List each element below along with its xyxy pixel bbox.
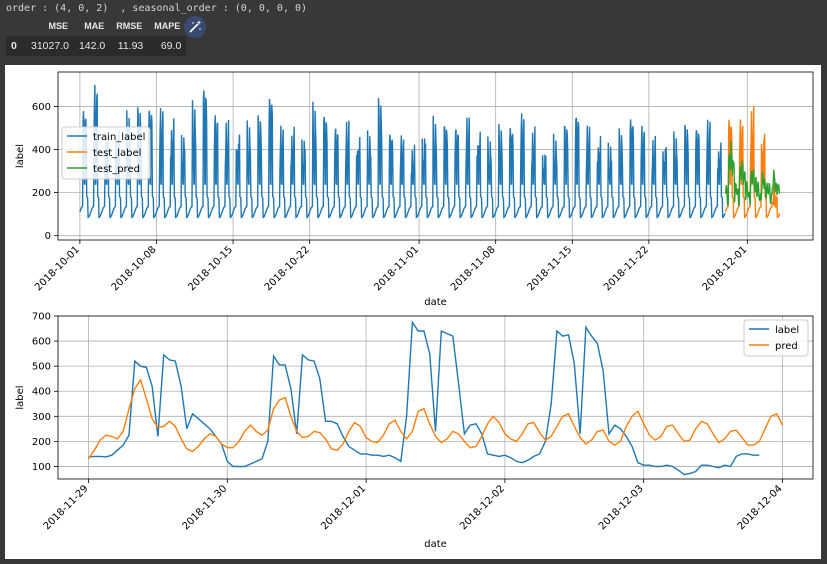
y-tick-label: 100 [32, 462, 51, 473]
x-tick-label: 2018-11-08 [449, 244, 498, 293]
x-tick-label: 2018-11-15 [526, 244, 575, 293]
plot-frame [57, 315, 814, 480]
legend: train_label test_label test_pred [61, 126, 151, 180]
legend-label: label [775, 325, 799, 336]
cell-output-text: order : (4, 0, 2) , seasonal_order : (0,… [6, 3, 308, 14]
x-tick-label: 2018-12-01 [701, 244, 750, 293]
legend-box [61, 126, 151, 180]
cell-rmse: 11.93 [110, 36, 149, 56]
header-mae: MAE [84, 21, 105, 31]
y-tick-label: 0 [45, 231, 51, 242]
y-tick-label: 300 [32, 412, 51, 423]
index-header [6, 18, 26, 36]
row-index: 0 [6, 36, 26, 56]
legend-label: train_label [93, 132, 145, 143]
cell-mae: 142.0 [73, 36, 111, 56]
metrics-header-row: MSE MAE RMSE MAPE [6, 18, 186, 36]
y-tick-label: 200 [32, 188, 51, 199]
y-tick-label: 400 [32, 145, 51, 156]
series-line-pred [87, 378, 784, 460]
y-tick-label: 600 [32, 337, 51, 348]
x-tick-label: 2018-12-04 [736, 483, 785, 532]
legend-label: test_label [93, 148, 141, 159]
x-axis-label: date [424, 539, 447, 550]
plot-frame [57, 71, 814, 241]
header-rmse: RMSE [116, 21, 143, 31]
cell-mse: 31027.0 [26, 36, 74, 56]
x-tick-label: 2018-10-08 [110, 244, 159, 293]
x-tick-label: 2018-11-01 [372, 244, 421, 293]
y-tick-label: 200 [32, 437, 51, 448]
x-axis-label: date [424, 297, 447, 308]
header-mse: MSE [48, 21, 68, 31]
chart-1: 2018-10-01 2018-10-08 2018-10-15 2018-10-22… [15, 71, 814, 308]
chart-2: 2018-11-29 2018-11-30 2018-12-01 2018-12-02… [15, 312, 814, 550]
legend-label: pred [775, 341, 798, 352]
header-mape: MAPE [154, 21, 181, 31]
series-line-test_pred [724, 140, 781, 207]
y-tick-label: 700 [32, 312, 51, 323]
x-tick-label: 2018-10-01 [33, 244, 82, 293]
figure-svg: 2018-10-01 2018-10-08 2018-10-15 2018-10-22… [15, 71, 814, 550]
x-tick-label: 2018-10-22 [263, 244, 312, 293]
metrics-row: 0 31027.0 142.0 11.93 69.0 [6, 36, 187, 56]
y-tick-label: 500 [32, 362, 51, 373]
y-axis-label: label [15, 144, 26, 168]
legend-label: test_pred [93, 164, 140, 175]
y-tick-label: 600 [32, 102, 51, 113]
x-tick-label: 2018-10-15 [186, 244, 235, 293]
x-tick-label: 2018-12-01 [319, 483, 368, 532]
x-tick-label: 2018-12-03 [597, 483, 646, 532]
legend: label pred [743, 319, 809, 357]
x-tick-label: 2018-12-02 [458, 483, 507, 532]
x-tick-label: 2018-11-29 [42, 483, 91, 532]
x-tick-label: 2018-11-22 [602, 244, 651, 293]
series-line-train_label [79, 84, 726, 219]
series-line-label [88, 320, 760, 476]
x-tick-label: 2018-11-30 [181, 483, 230, 532]
y-axis-label: label [15, 385, 26, 409]
series-line-test_label [724, 106, 781, 219]
figure: 2018-10-01 2018-10-08 2018-10-15 2018-10-22… [5, 65, 821, 559]
magic-wand-icon [189, 20, 202, 33]
y-tick-label: 400 [32, 387, 51, 398]
cell-mape: 69.0 [148, 36, 187, 56]
metrics-table: MSE MAE RMSE MAPE 0 31027.0 142.0 11.93 … [6, 18, 187, 56]
magic-wand-button[interactable] [184, 16, 206, 38]
